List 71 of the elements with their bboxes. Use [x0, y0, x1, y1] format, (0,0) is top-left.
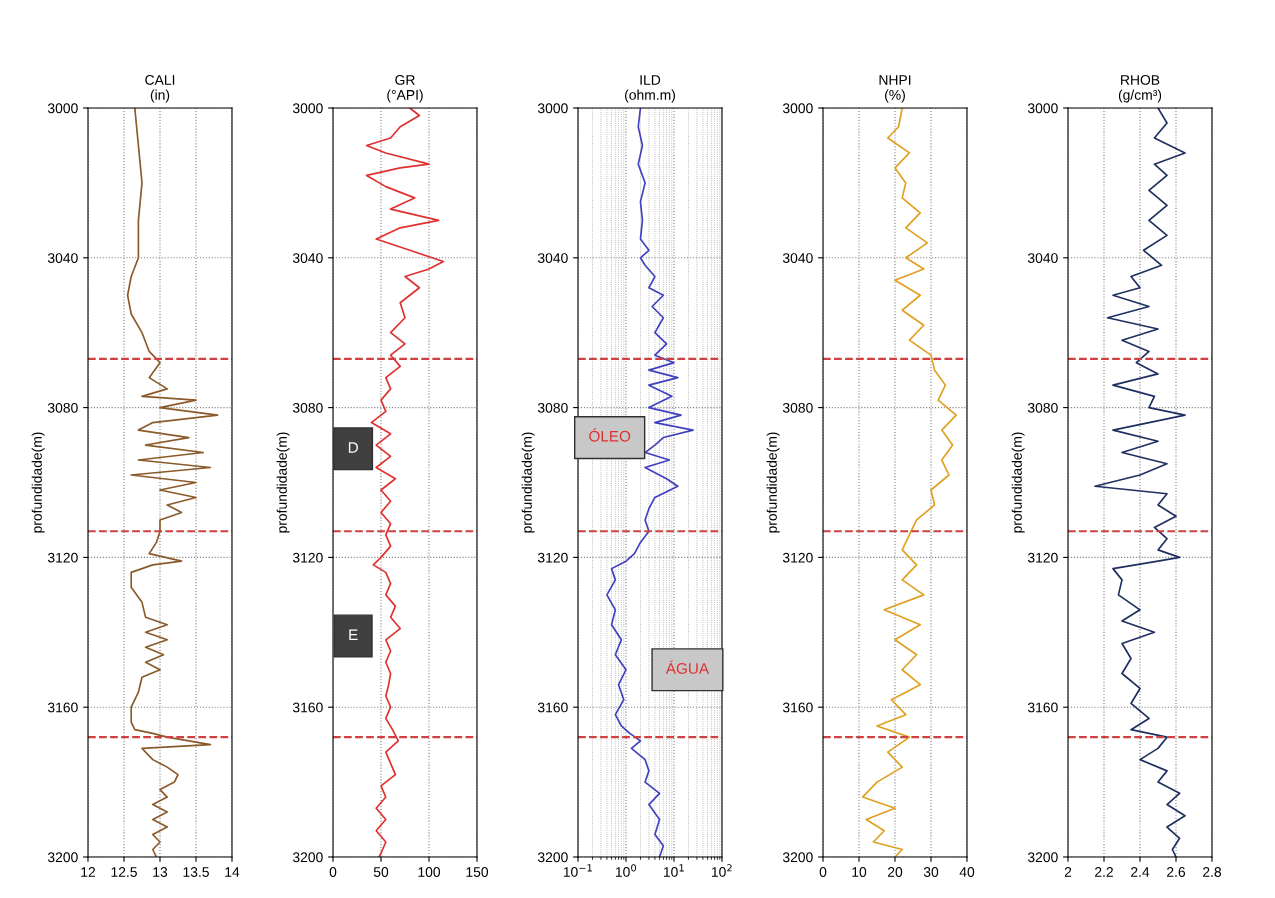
- x-tick-label: 12: [81, 867, 96, 877]
- y-tick-label: 3120: [1027, 552, 1058, 563]
- line-series: [126, 108, 219, 857]
- y-tick-label: 3000: [47, 103, 78, 114]
- x-tick-label: 13.5: [183, 867, 209, 877]
- chart-title: GR (°API): [387, 75, 423, 103]
- line-series: [1094, 108, 1186, 857]
- x-tick-label: 13: [153, 867, 168, 877]
- y-tick-label: 3000: [782, 103, 813, 114]
- chart-title: NHPI (%): [879, 75, 911, 103]
- x-tick-label: 2.8: [1203, 867, 1222, 877]
- x-tick-label: 2.2: [1095, 867, 1113, 877]
- y-tick-label: 3040: [292, 253, 323, 263]
- x-tick-label: 0: [329, 867, 337, 877]
- y-axis-title: profundidade(m): [276, 432, 290, 533]
- line-series: [365, 108, 445, 857]
- x-tick-label: 30: [923, 867, 939, 877]
- chart-title: CALI (in): [145, 75, 175, 103]
- x-tick-label: 10$^{1}$: [663, 864, 684, 877]
- x-tick-label: 100: [418, 867, 441, 877]
- x-tick-label: 2.4: [1131, 867, 1150, 877]
- x-tick-label: 14: [225, 867, 240, 877]
- annotation: D: [348, 442, 358, 453]
- x-tick-label: 12.5: [111, 867, 137, 877]
- annotation: ÓLEO: [589, 428, 631, 442]
- y-tick-label: 3160: [47, 702, 78, 713]
- y-tick-label: 3200: [1027, 852, 1058, 863]
- y-tick-label: 3080: [1027, 402, 1058, 413]
- y-tick-label: 3080: [47, 402, 78, 413]
- y-tick-label: 3120: [292, 552, 323, 563]
- x-tick-label: 20: [887, 867, 903, 877]
- annotation: ÁGUA: [665, 660, 710, 674]
- y-tick-label: 3040: [782, 253, 813, 263]
- x-tick-label: 2: [1064, 867, 1072, 877]
- y-tick-label: 3120: [47, 552, 78, 563]
- x-tick-label: 10$^{0}$: [615, 864, 637, 877]
- x-tick-label: 10$^{2}$: [711, 864, 732, 877]
- y-tick-label: 3160: [537, 702, 568, 713]
- y-tick-label: 3040: [47, 253, 78, 263]
- y-axis-title: profundidade(m): [766, 432, 780, 533]
- y-tick-label: 3000: [1027, 103, 1058, 114]
- y-axis-title: profundidade(m): [521, 432, 535, 533]
- y-tick-label: 3080: [537, 402, 568, 413]
- y-tick-label: 3160: [292, 702, 323, 713]
- y-tick-label: 3000: [537, 103, 568, 114]
- y-axis-title: profundidade(m): [1011, 432, 1025, 533]
- y-tick-label: 3080: [782, 402, 813, 413]
- x-tick-label: 10$^{−1}$: [563, 864, 592, 877]
- x-tick-label: 0: [819, 867, 827, 877]
- y-tick-label: 3120: [537, 552, 568, 563]
- y-tick-label: 3200: [782, 852, 813, 863]
- x-tick-label: 10: [852, 867, 867, 877]
- x-tick-label: 50: [373, 867, 389, 877]
- chart-title: RHOB (g/cm³): [1118, 75, 1162, 103]
- chart-title: ILD (ohm.m): [625, 75, 675, 103]
- y-axis-title: profundidade(m): [31, 432, 45, 533]
- y-tick-label: 3200: [292, 852, 323, 863]
- y-tick-label: 3160: [782, 702, 813, 713]
- y-tick-label: 3160: [1027, 702, 1058, 713]
- x-tick-label: 40: [959, 867, 975, 877]
- x-tick-label: 2.6: [1167, 867, 1186, 877]
- y-tick-label: 3040: [1027, 253, 1058, 263]
- y-tick-label: 3200: [537, 852, 568, 863]
- y-tick-label: 3200: [47, 852, 78, 863]
- line-series: [861, 108, 958, 857]
- y-tick-label: 3120: [782, 552, 813, 563]
- y-tick-label: 3000: [292, 103, 323, 114]
- y-tick-label: 3080: [292, 402, 323, 413]
- y-tick-label: 3040: [537, 253, 568, 263]
- annotation: E: [349, 629, 358, 640]
- x-tick-label: 150: [466, 867, 489, 877]
